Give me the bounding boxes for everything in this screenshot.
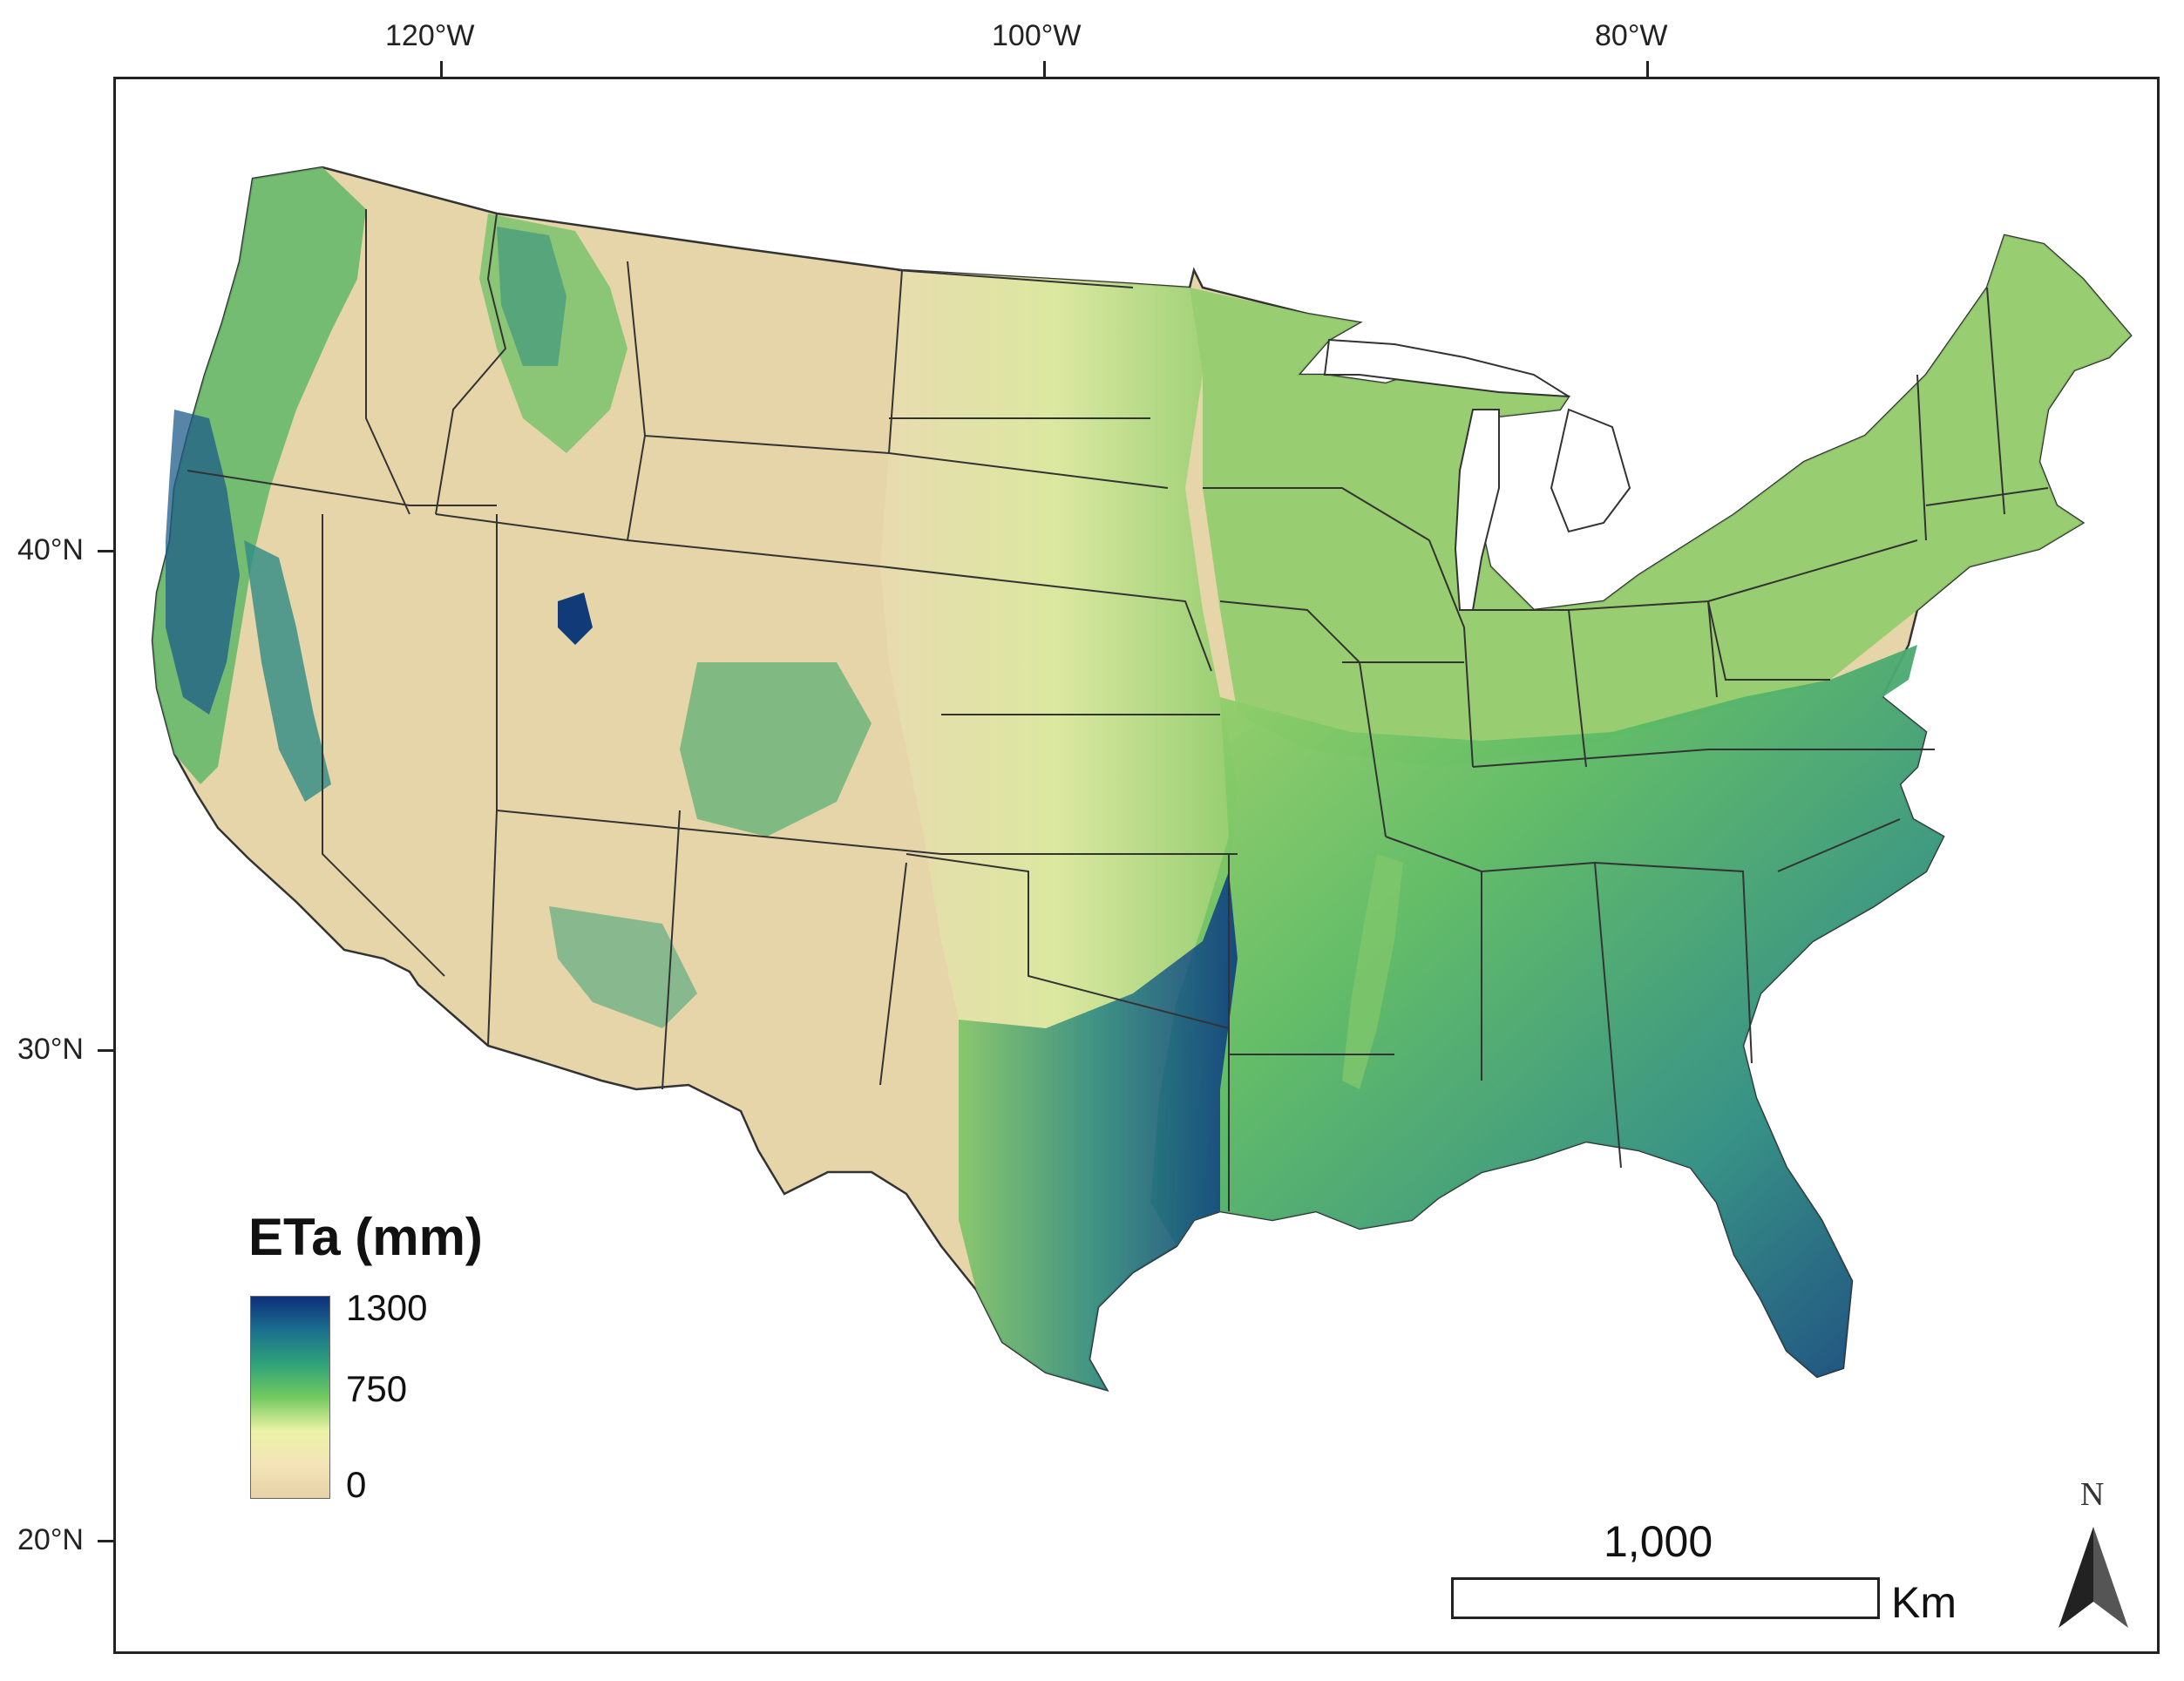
lat-tick-40n — [98, 550, 115, 552]
east-texas-zone — [959, 871, 1238, 1390]
lat-label-20n: 20°N — [17, 1523, 84, 1556]
map-frame — [113, 77, 2160, 1654]
idaho-forest-zone — [497, 227, 566, 366]
sierra-nevada-zone — [244, 540, 331, 802]
mogollon-rim-zone — [549, 906, 697, 1028]
great-plains-zone — [880, 270, 1238, 1028]
lon-tick-100w — [1043, 61, 1046, 78]
great-salt-lake — [558, 593, 593, 645]
scale-unit-label: Km — [1891, 1578, 1957, 1627]
scale-distance-label: 1,000 — [1604, 1517, 1713, 1566]
lon-label-100w: 100°W — [992, 19, 1082, 52]
lake-huron-erie — [1550, 408, 1631, 533]
legend-mid-label: 750 — [346, 1368, 408, 1409]
scale-bar — [1451, 1577, 1880, 1619]
colorado-rockies-zone — [680, 662, 872, 837]
lon-label-80w: 80°W — [1595, 19, 1668, 52]
southeast-zone — [1150, 645, 1943, 1377]
lon-tick-80w — [1646, 61, 1649, 78]
lat-label-40n: 40°N — [17, 533, 84, 566]
coastal-range-zone — [166, 410, 240, 715]
lat-tick-30n — [98, 1049, 115, 1052]
north-arrow-letter: N — [2080, 1476, 2105, 1513]
state-boundaries — [187, 209, 2049, 1211]
mississippi-valley-zone — [1342, 854, 1403, 1089]
lon-tick-120w — [440, 61, 443, 78]
lon-label-120w: 120°W — [385, 19, 475, 52]
legend-title: ETa (mm) — [248, 1208, 483, 1266]
lake-superior — [1323, 338, 1570, 397]
legend-max-label: 1300 — [346, 1287, 428, 1328]
midwest-northeast-zone — [1190, 235, 2131, 767]
legend-min-label: 0 — [346, 1464, 367, 1505]
lat-tick-20n — [98, 1540, 115, 1542]
lat-label-30n: 30°N — [17, 1033, 84, 1066]
legend-color-ramp — [250, 1296, 330, 1499]
